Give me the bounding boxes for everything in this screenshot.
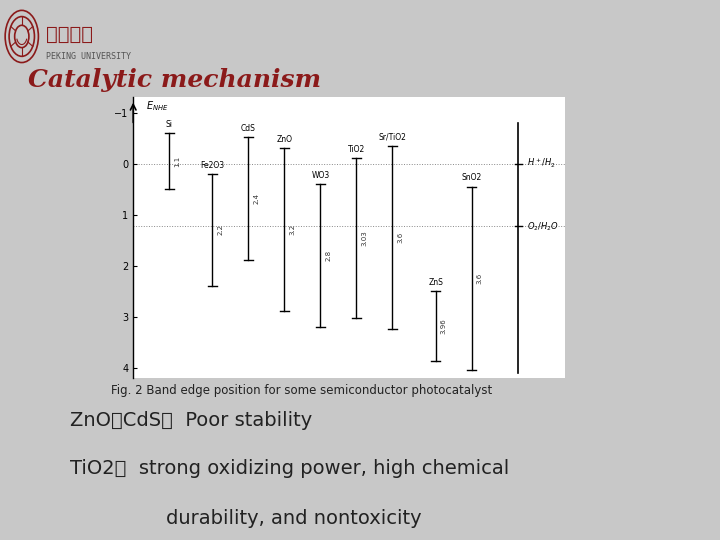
Text: $H^+/H_2$: $H^+/H_2$ <box>527 157 556 170</box>
Text: PEKING UNIVERSITY: PEKING UNIVERSITY <box>45 52 130 62</box>
Text: $E_{NHE}$: $E_{NHE}$ <box>145 99 168 112</box>
Text: 3.6: 3.6 <box>397 232 403 243</box>
Text: ZnO: ZnO <box>276 134 292 144</box>
Text: 3.2: 3.2 <box>289 224 295 235</box>
Text: Fe2O3: Fe2O3 <box>200 161 225 170</box>
Text: ZnS: ZnS <box>428 278 443 287</box>
Text: 2.2: 2.2 <box>217 225 223 235</box>
Text: $O_2/H_2O$: $O_2/H_2O$ <box>527 220 559 233</box>
Text: ZnO、CdS：  Poor stability: ZnO、CdS： Poor stability <box>70 411 312 430</box>
Text: 北京大学: 北京大学 <box>45 25 93 44</box>
Text: SnO2: SnO2 <box>462 173 482 183</box>
Text: Fig. 2 Band edge position for some semiconductor photocatalyst: Fig. 2 Band edge position for some semic… <box>111 383 492 397</box>
Text: 2.4: 2.4 <box>253 193 259 204</box>
Text: TiO2：  strong oxidizing power, high chemical: TiO2： strong oxidizing power, high chemi… <box>70 458 509 477</box>
Text: CdS: CdS <box>241 124 256 133</box>
Text: 3.03: 3.03 <box>361 231 367 246</box>
Text: Catalytic mechanism: Catalytic mechanism <box>28 68 321 92</box>
Text: 3.6: 3.6 <box>477 273 482 284</box>
Text: 3.96: 3.96 <box>441 318 446 334</box>
Text: Si: Si <box>166 120 173 129</box>
Text: TiO2: TiO2 <box>348 145 365 154</box>
Text: WO3: WO3 <box>311 171 330 180</box>
Text: durability, and nontoxicity: durability, and nontoxicity <box>166 509 422 528</box>
Text: 1.1: 1.1 <box>174 156 180 167</box>
Text: 2.8: 2.8 <box>325 250 331 261</box>
Text: Sr/TiO2: Sr/TiO2 <box>379 133 406 141</box>
